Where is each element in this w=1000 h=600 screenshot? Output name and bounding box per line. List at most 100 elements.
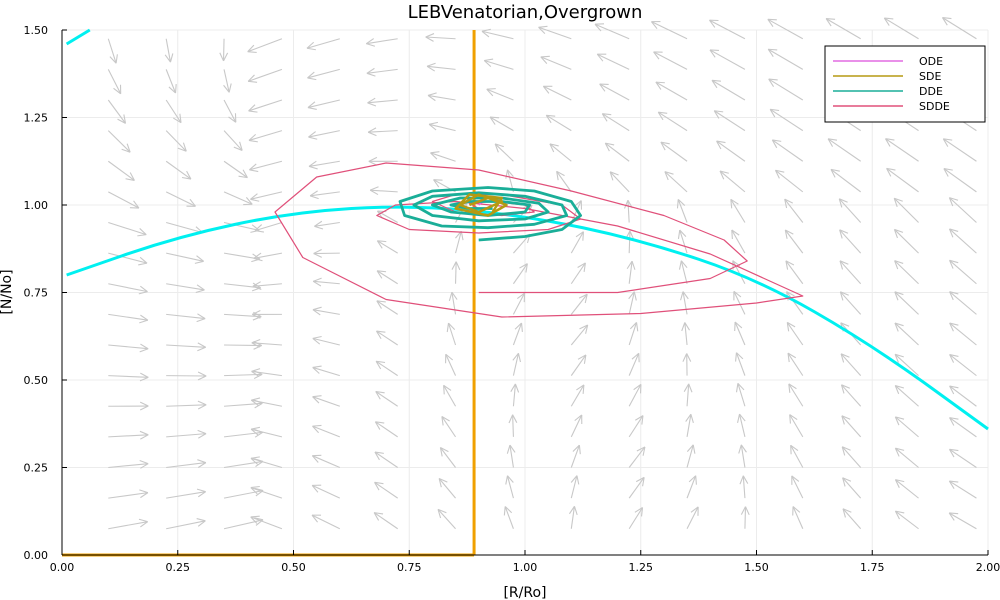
tick-labels: 0.00 0.25 0.50 0.75 1.00 1.25 1.50 1.75 2.00 0.00… <box>24 24 1000 574</box>
x-tick-label: 0.00 <box>50 561 75 574</box>
field-arrow <box>886 167 919 193</box>
y-tick-label: 1.00 <box>24 199 49 212</box>
field-arrow <box>735 352 746 376</box>
field-arrow <box>506 444 516 468</box>
field-arrow <box>948 512 977 530</box>
field-arrow <box>451 261 461 284</box>
field-arrow <box>842 508 862 530</box>
field-arrow <box>308 130 340 140</box>
field-arrow <box>839 229 862 254</box>
field-arrow <box>570 324 589 346</box>
field-arrow <box>943 168 977 193</box>
field-arrow <box>739 475 749 499</box>
field-arrow <box>570 262 586 285</box>
series-sde-line <box>454 193 508 217</box>
field-arrow <box>366 67 398 77</box>
field-arrow <box>223 160 248 179</box>
field-arrow <box>253 252 283 262</box>
chart-title: LEBVenatorian,Overgrown <box>408 2 643 23</box>
field-arrow <box>365 38 398 47</box>
field-arrow <box>252 309 282 319</box>
field-arrow <box>792 506 804 529</box>
field-arrow <box>166 488 206 499</box>
field-arrow <box>893 228 919 254</box>
field-arrow <box>840 384 862 407</box>
field-arrow <box>894 385 919 407</box>
field-arrow <box>376 270 398 285</box>
field-arrow <box>842 477 862 499</box>
field-arrow <box>367 97 398 107</box>
x-tick-label: 0.75 <box>397 561 422 574</box>
field-arrow <box>660 141 688 162</box>
field-arrow <box>165 191 196 207</box>
y-tick-label: 0.25 <box>24 462 49 475</box>
field-arrow <box>367 127 398 137</box>
field-arrow <box>570 475 580 499</box>
field-arrow <box>446 322 457 346</box>
field-arrow <box>596 53 630 70</box>
field-arrow <box>250 456 283 469</box>
field-arrow <box>445 353 457 376</box>
field-arrow <box>443 384 457 407</box>
field-arrow <box>374 421 398 438</box>
field-arrow <box>376 330 398 346</box>
field-arrow <box>601 113 630 132</box>
field-arrow <box>686 506 699 529</box>
field-arrow <box>486 88 514 101</box>
field-arrow <box>312 424 341 438</box>
field-arrow <box>512 263 528 285</box>
prey-nullcline-upper <box>65 28 91 46</box>
field-arrow <box>250 426 283 438</box>
field-arrow <box>108 430 149 440</box>
x-axis-label: [R/Ro] <box>503 585 546 600</box>
field-arrow <box>455 230 464 254</box>
field-arrow <box>594 23 630 40</box>
legend-item-sdde: SDDE <box>833 100 950 113</box>
field-arrow <box>735 382 746 407</box>
field-arrow <box>948 197 977 223</box>
field-arrow <box>830 168 862 193</box>
trajectories <box>274 162 804 318</box>
y-tick-label: 1.50 <box>24 24 49 37</box>
field-arrow <box>628 476 645 499</box>
field-arrow <box>628 446 646 468</box>
field-arrow <box>676 199 688 223</box>
field-arrow <box>223 130 243 151</box>
field-arrow <box>711 79 746 101</box>
field-arrow <box>709 19 746 40</box>
field-arrow <box>785 260 804 285</box>
field-arrow <box>657 111 688 132</box>
field-arrow <box>570 444 581 468</box>
field-arrow <box>512 322 523 346</box>
field-arrow <box>510 383 520 407</box>
field-arrow <box>369 186 398 196</box>
field-arrow <box>789 414 804 438</box>
field-arrow <box>512 292 526 315</box>
field-arrow <box>166 518 206 530</box>
field-arrow <box>247 38 283 54</box>
field-arrow <box>312 365 340 377</box>
field-arrow <box>719 170 746 193</box>
field-arrow <box>731 229 746 254</box>
field-arrow <box>948 228 977 254</box>
field-arrow <box>838 198 862 223</box>
field-arrow <box>107 99 127 124</box>
field-arrow <box>251 368 283 377</box>
legend-item-ode: ODE <box>833 55 943 68</box>
field-arrow <box>250 397 283 407</box>
field-arrow <box>604 142 630 162</box>
field-arrow <box>166 313 206 323</box>
field-arrow <box>219 38 229 62</box>
field-arrow <box>787 352 804 376</box>
field-arrow <box>677 229 688 254</box>
field-arrow <box>737 413 746 438</box>
field-arrow <box>508 414 518 437</box>
field-arrow <box>628 507 644 530</box>
x-tick-label: 1.75 <box>860 561 885 574</box>
field-arrow <box>556 170 572 193</box>
field-arrow <box>254 221 283 233</box>
field-arrow <box>427 92 456 102</box>
x-tick-label: 0.50 <box>281 561 306 574</box>
field-arrow <box>505 475 514 499</box>
field-arrow <box>311 454 341 469</box>
